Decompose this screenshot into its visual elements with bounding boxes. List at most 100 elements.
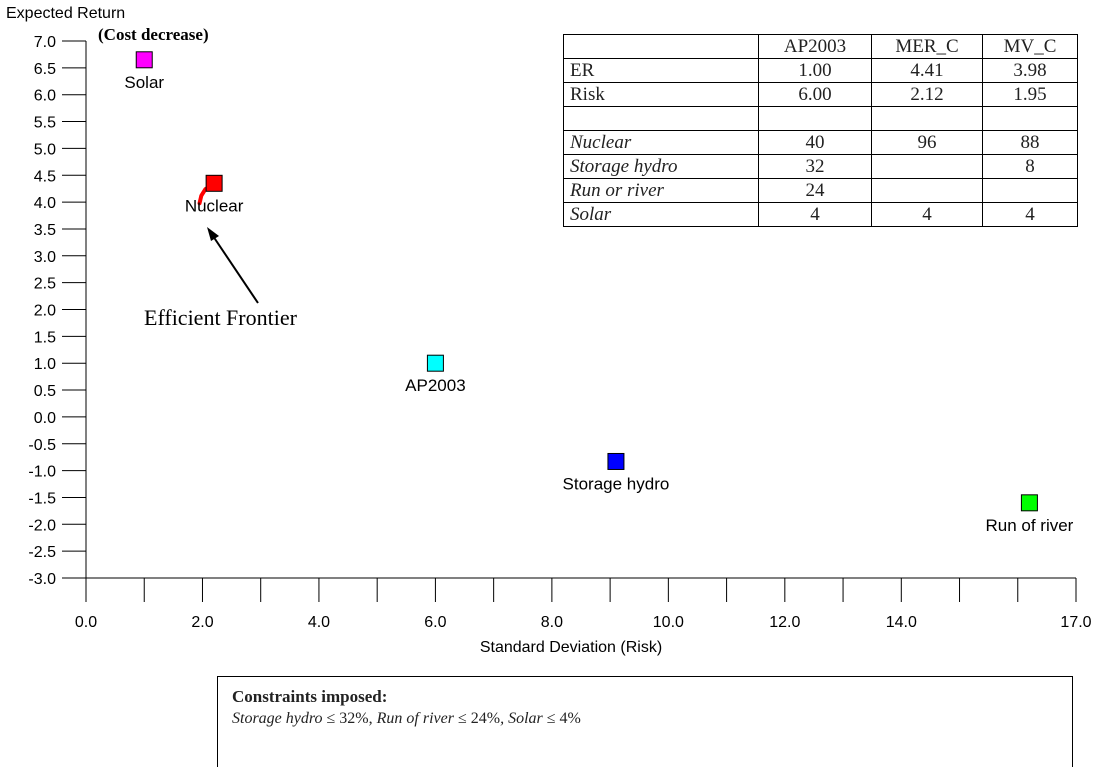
table-row-label: ER xyxy=(563,58,759,83)
point-label: AP2003 xyxy=(405,376,466,395)
table-row xyxy=(563,106,1078,131)
y-tick-label: -0.5 xyxy=(28,437,56,454)
table-row: Storage hydro 32 8 xyxy=(563,154,1078,179)
table-cell xyxy=(871,178,983,203)
y-tick-label: 6.5 xyxy=(34,61,56,78)
table-cell: 8 xyxy=(982,154,1078,179)
constraints-box: Constraints imposed: Storage hydro ≤ 32%… xyxy=(217,676,1073,767)
point-label: Storage hydro xyxy=(563,474,670,493)
table-row: Run or river 24 xyxy=(563,178,1078,203)
x-tick-label: 17.0 xyxy=(1060,614,1091,631)
table-cell: 1.00 xyxy=(758,58,872,83)
table-cell xyxy=(982,178,1078,203)
point-marker xyxy=(205,174,223,192)
table-cell: 4.41 xyxy=(871,58,983,83)
y-tick-label: 4.0 xyxy=(34,195,56,212)
y-tick-label: 3.0 xyxy=(34,249,56,266)
table-cell: 40 xyxy=(758,130,872,155)
y-tick-label: -2.5 xyxy=(28,544,56,561)
x-tick-label: 10.0 xyxy=(653,614,684,631)
x-tick-label: 4.0 xyxy=(308,614,330,631)
table-cell xyxy=(982,106,1078,131)
constraints-title: Constraints imposed: xyxy=(232,687,388,706)
point-marker xyxy=(135,51,153,69)
point-label: Nuclear xyxy=(185,196,244,215)
constraint-rule: ≤ 32%, xyxy=(322,710,377,727)
y-axis-title: Expected Return xyxy=(6,5,125,22)
x-axis-title: Standard Deviation (Risk) xyxy=(480,639,662,656)
x-axis-ticks: 0.0 2.0 4.0 6.0 8.0 10.0 12.0 14.0 17.0 xyxy=(75,578,1092,631)
table-cell: 88 xyxy=(982,130,1078,155)
y-tick-label: 2.0 xyxy=(34,303,56,320)
table-row-label: Run or river xyxy=(563,178,759,203)
frontier-label: Efficient Frontier xyxy=(144,305,298,330)
table-header-cell: MV_C xyxy=(982,34,1078,59)
table-cell: 1.95 xyxy=(982,82,1078,107)
y-tick-label: 4.5 xyxy=(34,168,56,185)
y-tick-label: 5.5 xyxy=(34,115,56,132)
table-row-label xyxy=(563,106,759,131)
table-row: ER 1.00 4.41 3.98 xyxy=(563,58,1078,83)
constraint-rule: ≤ 4% xyxy=(542,710,581,727)
y-tick-label: -1.0 xyxy=(28,464,56,481)
x-tick-label: 2.0 xyxy=(191,614,213,631)
x-tick-label: 6.0 xyxy=(424,614,446,631)
table-cell: 2.12 xyxy=(871,82,983,107)
table-header-cell: AP2003 xyxy=(758,34,872,59)
frontier-arrow-line xyxy=(212,235,259,304)
frontier-arrow-head xyxy=(207,227,219,241)
point-marker xyxy=(607,452,625,470)
point-label: Solar xyxy=(124,73,164,92)
table-cell: 6.00 xyxy=(758,82,872,107)
y-tick-label: 0.0 xyxy=(34,410,56,427)
table-row: Nuclear 40 96 88 xyxy=(563,130,1078,155)
table-row-label: Storage hydro xyxy=(563,154,759,179)
y-tick-label: 7.0 xyxy=(34,34,56,51)
point-marker xyxy=(426,354,444,372)
y-tick-label: -3.0 xyxy=(28,571,56,588)
table-cell: 24 xyxy=(758,178,872,203)
table-header-cell: MER_C xyxy=(871,34,983,59)
table-cell: 4 xyxy=(758,202,872,227)
table-header-row: AP2003 MER_C MV_C xyxy=(563,34,1078,59)
y-axis-ticks: 7.0 6.5 6.0 5.5 5.0 4.5 4.0 3.5 3.0 2.5 2.0 1.5 1.0 0… xyxy=(28,34,86,588)
constraint-name: Run of river xyxy=(376,710,454,727)
constraint-name: Storage hydro xyxy=(232,710,323,727)
x-tick-label: 0.0 xyxy=(75,614,97,631)
y-tick-label: 1.5 xyxy=(34,329,56,346)
x-tick-label: 12.0 xyxy=(769,614,800,631)
table-row-label: Risk xyxy=(563,82,759,107)
table-header-cell xyxy=(563,34,759,59)
table-cell xyxy=(871,154,983,179)
table-row: Risk 6.00 2.12 1.95 xyxy=(563,82,1078,107)
table-cell xyxy=(758,106,872,131)
point-label: Run of river xyxy=(985,516,1073,535)
y-tick-label: 6.0 xyxy=(34,88,56,105)
y-tick-label: 0.5 xyxy=(34,383,56,400)
y-tick-label: 5.0 xyxy=(34,141,56,158)
y-tick-label: 1.0 xyxy=(34,356,56,373)
table-cell: 96 xyxy=(871,130,983,155)
table-row-label: Solar xyxy=(563,202,759,227)
table-cell xyxy=(871,106,983,131)
y-axis-subtitle: (Cost decrease) xyxy=(98,25,209,44)
y-tick-label: 2.5 xyxy=(34,276,56,293)
table-cell: 4 xyxy=(871,202,983,227)
table-row-label: Nuclear xyxy=(563,130,759,155)
point-marker xyxy=(1020,494,1038,512)
portfolio-table: AP2003 MER_C MV_C ER 1.00 4.41 3.98 Risk 6.00 2.1… xyxy=(563,34,1078,227)
y-tick-label: -2.0 xyxy=(28,517,56,534)
data-points: Solar Nuclear AP2003 Storage hydro Run of ri… xyxy=(124,51,1074,535)
constraints-text: Storage hydro ≤ 32%, Run of river ≤ 24%,… xyxy=(232,710,1058,728)
x-tick-label: 8.0 xyxy=(541,614,563,631)
table-cell: 3.98 xyxy=(982,58,1078,83)
table-cell: 4 xyxy=(982,202,1078,227)
constraint-name: , Solar xyxy=(500,710,543,727)
y-tick-label: -1.5 xyxy=(28,490,56,507)
table-row: Solar 4 4 4 xyxy=(563,202,1078,227)
x-tick-label: 14.0 xyxy=(886,614,917,631)
constraint-rule: ≤ 24% xyxy=(453,710,501,727)
y-tick-label: 3.5 xyxy=(34,222,56,239)
table-cell: 32 xyxy=(758,154,872,179)
